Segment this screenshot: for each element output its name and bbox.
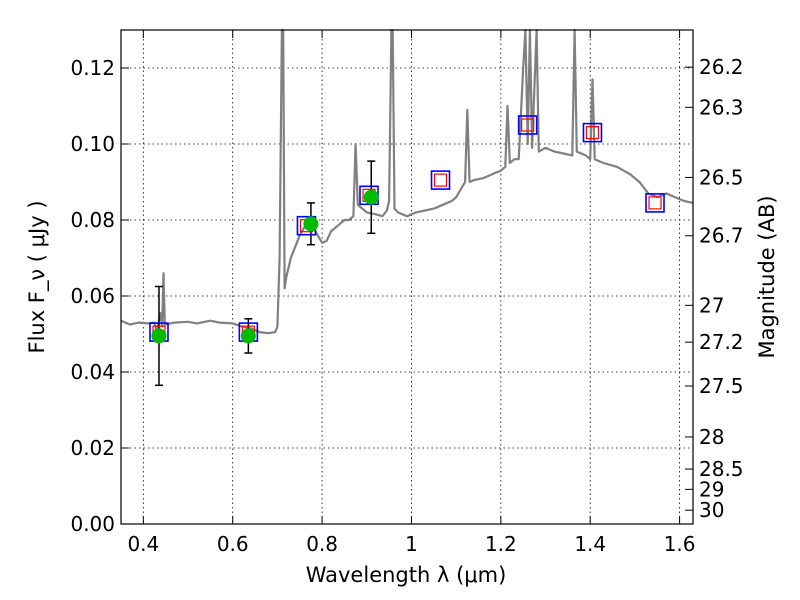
mag-tick-label: 28.5 xyxy=(699,457,744,481)
y-tick-label: 0.00 xyxy=(70,512,115,536)
photometry-layer xyxy=(149,115,665,387)
x-axis-label: Wavelength λ (μm) xyxy=(306,563,507,587)
model-photometry-box xyxy=(582,122,603,143)
tick-labels: 0.4 0.6 0.8 1 1.2 1.4 1.6 0.00 0.02 0.04 0.06 0.08 0… xyxy=(70,55,743,556)
y-tick-label: 0.08 xyxy=(70,208,115,232)
mag-tick-label: 27.5 xyxy=(699,374,744,398)
mag-tick-label: 29 xyxy=(699,477,724,501)
mag-tick-label: 30 xyxy=(699,498,724,522)
x-tick-label: 1.6 xyxy=(664,532,696,556)
model-photometry-box xyxy=(517,115,538,135)
x-tick-label: 0.8 xyxy=(306,532,338,556)
x-tick-label: 1.2 xyxy=(485,532,517,556)
y-tick-label: 0.02 xyxy=(70,436,115,460)
y-axis-label-left: Flux F_ν ( μJy ) xyxy=(25,200,50,353)
mag-tick-label: 28 xyxy=(699,425,724,449)
spectrum-layer xyxy=(120,28,694,335)
model-photometry-inner xyxy=(585,125,600,140)
x-tick-label: 1 xyxy=(405,532,418,556)
mag-tick-label: 27.2 xyxy=(699,330,744,354)
x-tick-label: 0.4 xyxy=(127,532,159,556)
mag-tick-label: 27 xyxy=(699,293,724,317)
observed-photometry-point xyxy=(151,328,167,344)
mag-tick-label: 26.5 xyxy=(699,165,744,189)
x-tick-label: 0.6 xyxy=(217,532,249,556)
y-axis-label-right: Magnitude (AB) xyxy=(755,195,779,358)
mag-tick-label: 26.3 xyxy=(699,95,744,119)
y-tick-label: 0.10 xyxy=(70,132,115,156)
model-photometry-box xyxy=(430,170,451,190)
observed-photometry-point xyxy=(240,328,256,344)
plot-frame xyxy=(120,29,694,525)
y-tick-label: 0.06 xyxy=(70,284,115,308)
grid-lines xyxy=(121,30,693,525)
model-photometry-box xyxy=(645,193,665,213)
model-photometry-inner xyxy=(521,118,535,132)
y-tick-label: 0.04 xyxy=(70,360,115,384)
model-spectrum-line xyxy=(120,28,694,335)
observed-photometry-point xyxy=(363,189,379,205)
mag-tick-label: 26.7 xyxy=(699,224,744,248)
mag-tick-label: 26.2 xyxy=(699,55,744,79)
model-photometry-inner xyxy=(648,196,662,210)
model-photometry-inner xyxy=(433,173,448,187)
observed-photometry-point xyxy=(303,216,319,232)
tick-marks xyxy=(121,30,693,525)
x-tick-label: 1.4 xyxy=(574,532,606,556)
y-tick-label: 0.12 xyxy=(70,56,115,80)
